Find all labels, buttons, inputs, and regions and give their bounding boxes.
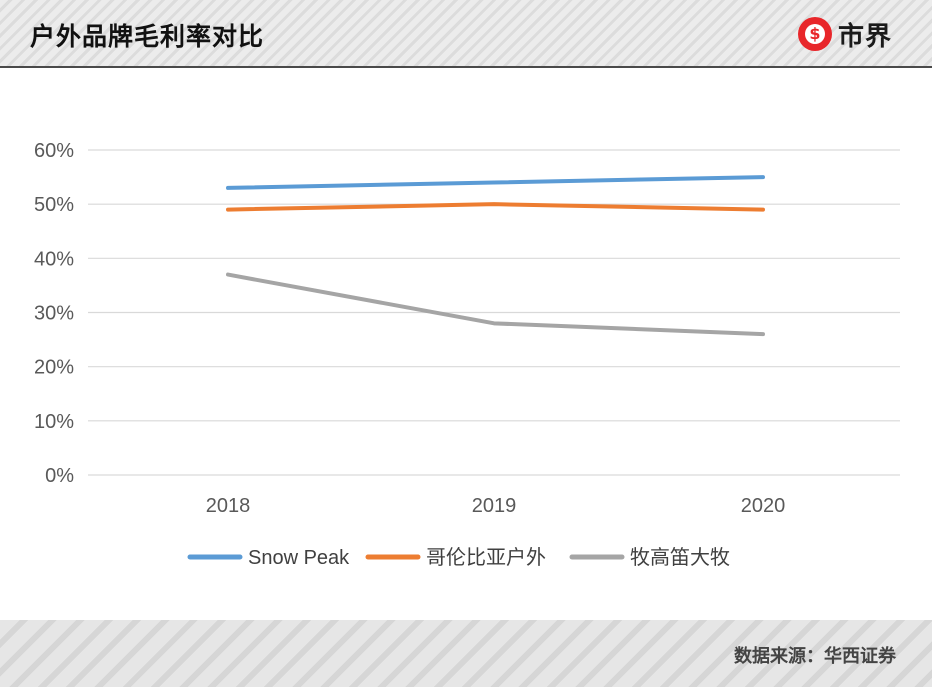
brand-logo: $ 市界 — [798, 16, 892, 52]
legend-label: 哥伦比亚户外 — [426, 546, 546, 569]
data-source: 数据来源：华西证券 — [734, 646, 896, 667]
y-axis-ticks: 0% 10% 20% 30% 40% 50% 60% — [34, 140, 74, 487]
y-tick-label: 30% — [34, 303, 74, 325]
legend-label: Snow Peak — [248, 547, 350, 569]
header-bar: 户外品牌毛利率对比 $ 市界 — [0, 0, 932, 68]
y-tick-label: 60% — [34, 140, 74, 162]
legend-label: 牧高笛大牧 — [630, 546, 730, 569]
dollar-glyph: $ — [809, 24, 821, 43]
y-tick-label: 20% — [34, 357, 74, 379]
gridlines — [88, 149, 900, 476]
series-lines — [226, 175, 765, 337]
brand-name: 市界 — [838, 21, 893, 52]
x-tick-label: 2018 — [206, 495, 251, 517]
x-axis-ticks: 2018 2019 2020 — [206, 495, 786, 517]
page-title: 户外品牌毛利率对比 — [30, 22, 265, 51]
line-chart: 0% 10% 20% 30% 40% 50% 60% 2018 2019 2020 Snow P… — [34, 140, 900, 569]
dollar-coin-icon: $ — [798, 17, 832, 51]
x-tick-label: 2019 — [472, 495, 517, 517]
y-tick-label: 40% — [34, 248, 74, 270]
y-tick-label: 0% — [45, 465, 74, 487]
series-line — [226, 272, 765, 337]
y-tick-label: 10% — [34, 411, 74, 433]
series-line — [226, 175, 765, 190]
x-tick-label: 2020 — [741, 495, 786, 517]
series-line — [226, 202, 765, 212]
y-tick-label: 50% — [34, 194, 74, 216]
footer-bar: 数据来源：华西证券 — [0, 620, 932, 687]
chart-legend: Snow Peak 哥伦比亚户外 牧高笛大牧 — [187, 546, 730, 569]
